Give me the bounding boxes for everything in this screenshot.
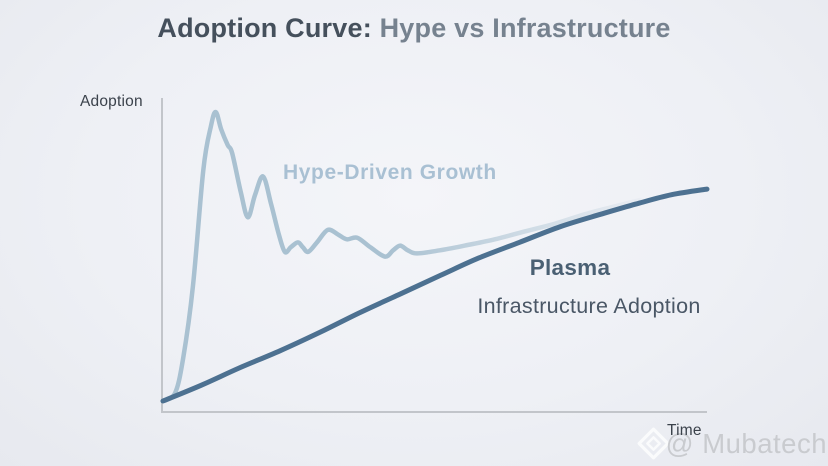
title-accent: Hype vs Infrastructure	[379, 13, 671, 43]
plasma-label: Plasma	[529, 255, 611, 280]
watermark-text: @ Mubatech	[665, 427, 827, 459]
y-axis-label: Adoption	[80, 93, 143, 110]
title-primary: Adoption Curve:	[157, 13, 380, 43]
page-title: Adoption Curve: Hype vs Infrastructure	[0, 13, 828, 44]
hype-curve-label: Hype-Driven Growth	[283, 161, 497, 184]
infrastructure-adoption-label: Infrastructure Adoption	[477, 294, 701, 318]
gem-diamond-icon	[637, 427, 670, 460]
infrastructure-curve	[160, 186, 710, 404]
watermark: @ Mubatech	[635, 425, 827, 462]
x-axis-label: Time	[667, 422, 702, 439]
hype-curve	[160, 109, 643, 404]
